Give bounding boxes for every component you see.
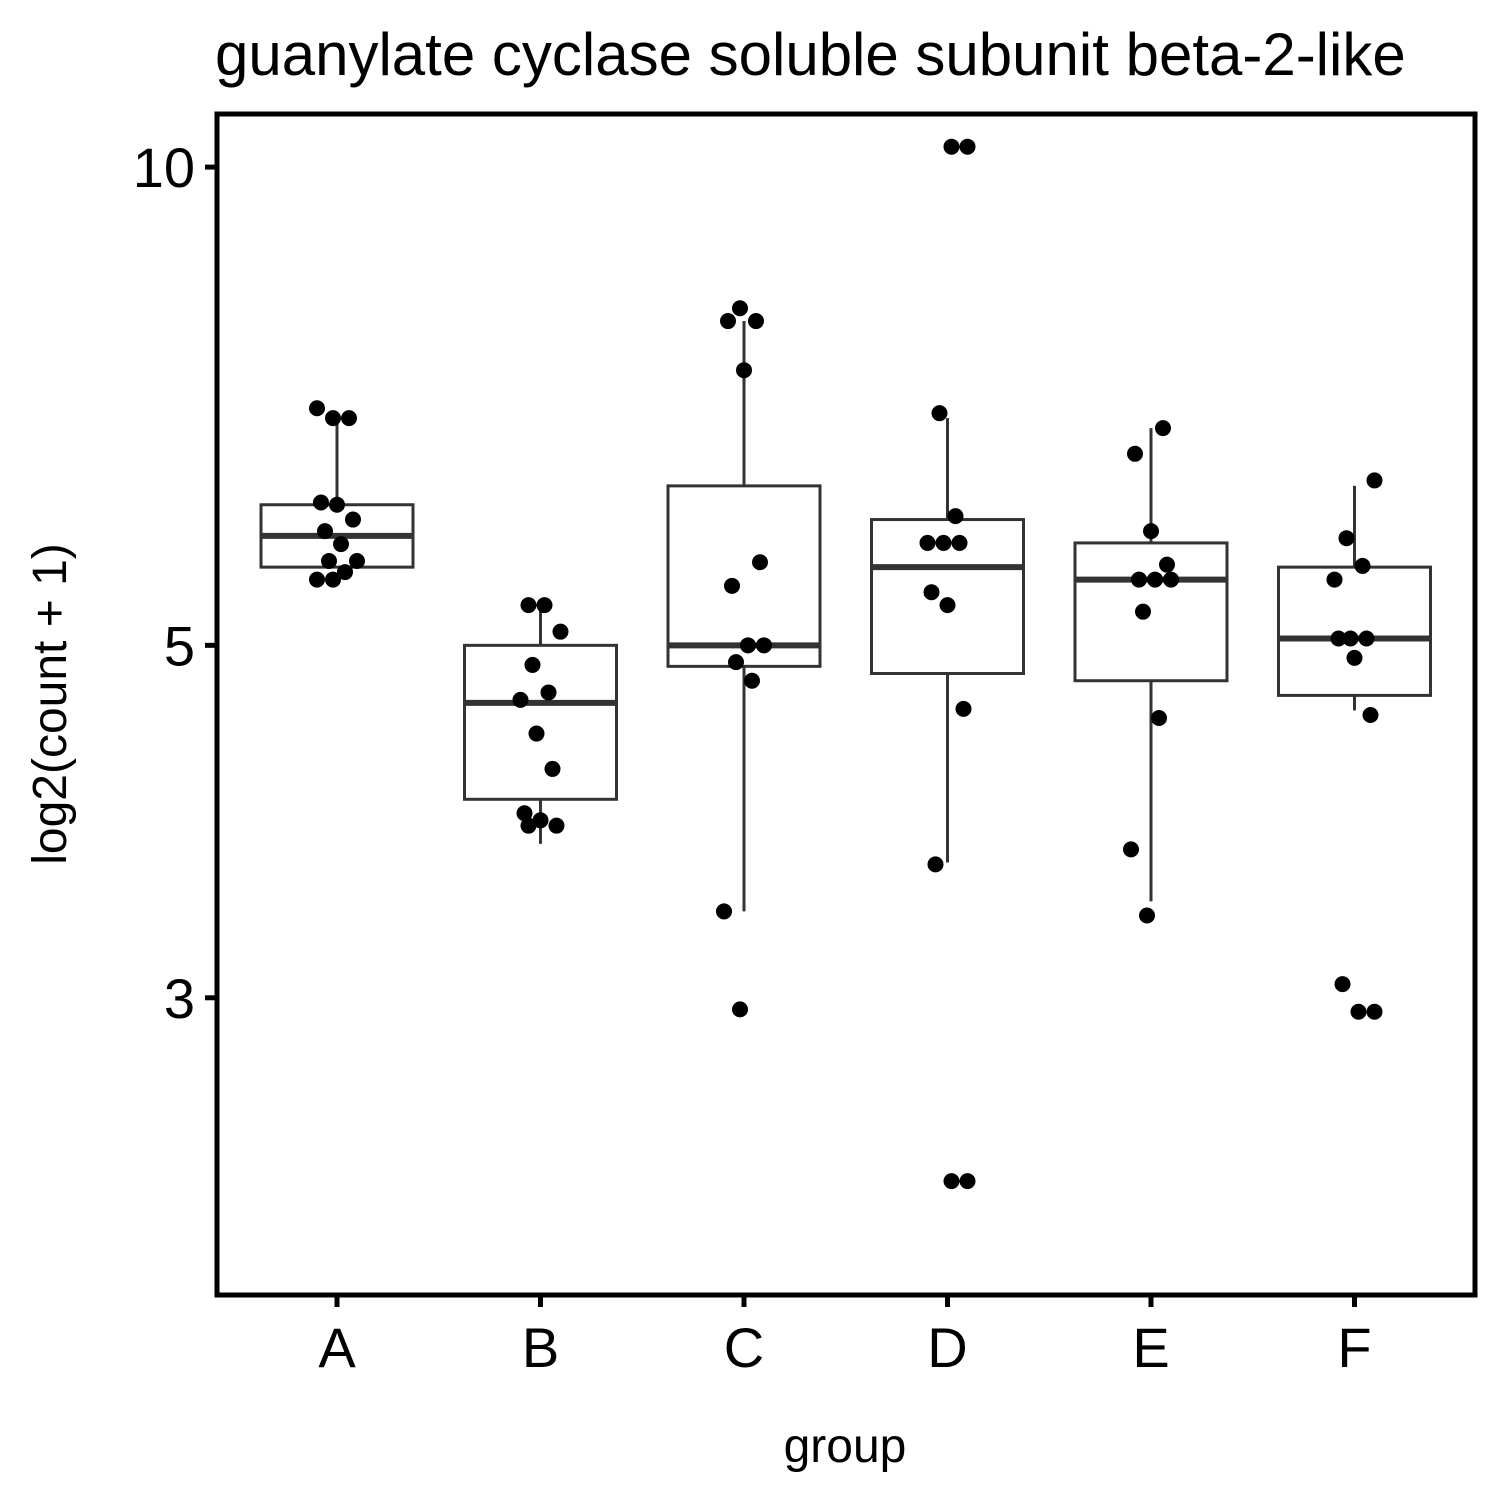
data-point-B <box>548 817 565 834</box>
data-point-D <box>959 138 976 155</box>
box-C <box>666 484 822 668</box>
data-point-B <box>544 760 561 777</box>
x-tick-label-F: F <box>1337 1316 1371 1379</box>
data-point-C <box>716 903 732 920</box>
data-point-B <box>536 597 553 614</box>
data-point-A <box>349 553 365 570</box>
data-point-D <box>931 405 948 422</box>
y-axis: 3 5 10 <box>133 136 215 1030</box>
data-point-B <box>512 691 529 708</box>
chart-title: guanylate cyclase soluble subunit beta-2… <box>215 21 1406 88</box>
data-point-A <box>309 400 325 417</box>
data-point-F <box>1358 630 1375 647</box>
data-point-B <box>552 623 569 640</box>
data-point-B <box>540 684 557 701</box>
data-point-F <box>1354 557 1371 574</box>
data-point-C <box>756 637 772 654</box>
data-point-A <box>325 571 341 588</box>
data-point-A <box>337 564 353 581</box>
data-point-C <box>748 313 764 330</box>
data-point-A <box>345 511 361 528</box>
data-point-E <box>1147 571 1163 588</box>
data-point-A <box>341 410 357 427</box>
data-point-C <box>732 1001 748 1018</box>
data-point-D <box>919 534 936 551</box>
data-point-A <box>309 571 325 588</box>
data-point-C <box>728 654 744 671</box>
x-tick-label-B: B <box>522 1316 559 1379</box>
box-D <box>870 518 1025 676</box>
data-point-C <box>744 672 760 689</box>
data-point-D <box>943 1173 960 1190</box>
data-point-D <box>927 856 944 873</box>
data-point-F <box>1334 976 1351 993</box>
box-B <box>463 643 618 801</box>
box-F <box>1277 565 1432 697</box>
data-point-C <box>752 554 768 571</box>
data-point-A <box>317 523 333 540</box>
data-point-E <box>1151 710 1167 727</box>
data-point-F <box>1338 530 1355 547</box>
data-point-C <box>740 637 756 654</box>
data-point-D <box>935 534 952 551</box>
x-axis: A B C D E F <box>318 1297 1372 1379</box>
plot-panel-border <box>214 111 1478 1298</box>
y-tick-label-10: 10 <box>133 136 195 199</box>
data-point-E <box>1143 523 1159 540</box>
data-point-C <box>720 313 736 330</box>
y-tick-label-5: 5 <box>164 614 195 677</box>
data-point-E <box>1155 420 1171 437</box>
data-point-A <box>313 494 329 511</box>
data-point-B <box>528 725 545 742</box>
data-point-A <box>325 410 341 427</box>
data-point-D <box>939 597 956 614</box>
data-point-E <box>1127 445 1143 462</box>
data-point-E <box>1139 907 1155 924</box>
data-point-E <box>1163 571 1179 588</box>
data-point-E <box>1123 841 1139 858</box>
data-point-B <box>520 597 537 614</box>
data-point-F <box>1362 706 1379 723</box>
data-point-A <box>329 496 345 513</box>
x-tick-label-E: E <box>1132 1316 1169 1379</box>
data-point-F <box>1326 571 1343 588</box>
data-point-A <box>321 553 337 570</box>
x-tick-label-C: C <box>724 1316 764 1379</box>
data-point-D <box>955 700 972 717</box>
data-point-C <box>736 362 752 379</box>
y-axis-label: log2(count + 1) <box>24 543 77 865</box>
plot-area <box>259 138 1432 1190</box>
x-tick-label-D: D <box>927 1316 967 1379</box>
data-point-F <box>1350 1003 1367 1020</box>
y-tick-label-3: 3 <box>164 967 195 1030</box>
data-point-B <box>516 805 533 822</box>
data-point-F <box>1346 649 1363 666</box>
data-point-C <box>724 577 740 594</box>
data-point-D <box>943 138 960 155</box>
data-point-D <box>959 1173 976 1190</box>
data-point-E <box>1135 603 1151 620</box>
data-point-F <box>1366 472 1383 489</box>
data-point-E <box>1131 571 1147 588</box>
data-point-B <box>532 812 549 829</box>
x-axis-label: group <box>784 1420 907 1473</box>
data-point-D <box>947 508 964 525</box>
data-point-F <box>1330 630 1347 647</box>
data-point-B <box>524 656 541 673</box>
data-point-F <box>1366 1003 1383 1020</box>
data-point-F <box>1342 630 1359 647</box>
x-tick-label-A: A <box>318 1316 356 1379</box>
data-point-A <box>333 536 349 553</box>
data-point-D <box>951 534 968 551</box>
data-point-B <box>520 817 537 834</box>
data-point-C <box>732 300 748 317</box>
data-point-E <box>1159 556 1175 573</box>
box-E <box>1073 541 1229 683</box>
data-point-D <box>923 584 940 601</box>
